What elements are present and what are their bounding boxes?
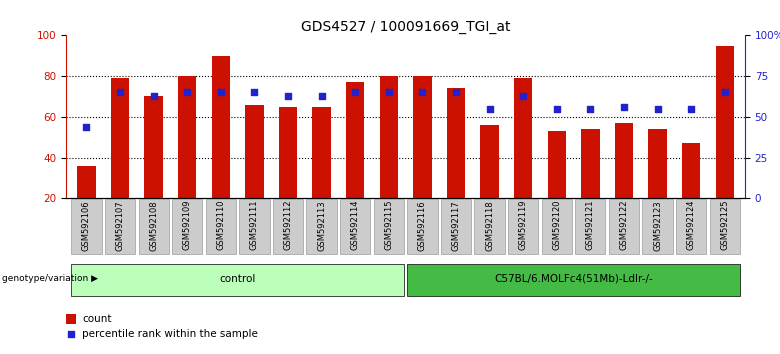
FancyBboxPatch shape — [307, 199, 337, 254]
Bar — [380, 76, 398, 198]
FancyBboxPatch shape — [407, 199, 438, 254]
Bar — [346, 82, 364, 198]
Bar — [211, 56, 230, 198]
Point — [450, 90, 463, 95]
Point — [349, 90, 361, 95]
Point — [181, 90, 193, 95]
Bar — [682, 143, 700, 198]
FancyBboxPatch shape — [71, 199, 101, 254]
Title: GDS4527 / 100091669_TGI_at: GDS4527 / 100091669_TGI_at — [301, 21, 510, 34]
Bar — [77, 166, 96, 198]
Point — [80, 124, 93, 130]
Text: C57BL/6.MOLFc4(51Mb)-Ldlr-/-: C57BL/6.MOLFc4(51Mb)-Ldlr-/- — [495, 274, 653, 284]
FancyBboxPatch shape — [676, 199, 706, 254]
Point — [382, 90, 395, 95]
Text: GSM592106: GSM592106 — [82, 200, 91, 251]
Point — [618, 104, 630, 110]
Bar — [312, 107, 331, 198]
Bar — [715, 46, 734, 198]
FancyBboxPatch shape — [172, 199, 202, 254]
Text: control: control — [219, 274, 256, 284]
Point — [147, 93, 160, 98]
Text: GSM592109: GSM592109 — [183, 200, 192, 250]
Bar — [548, 131, 566, 198]
FancyBboxPatch shape — [239, 199, 270, 254]
Text: GSM592125: GSM592125 — [720, 200, 729, 250]
Point — [215, 90, 227, 95]
Text: GSM592115: GSM592115 — [385, 200, 393, 250]
Point — [484, 106, 496, 112]
Text: GSM592119: GSM592119 — [519, 200, 528, 250]
Bar — [144, 96, 163, 198]
FancyBboxPatch shape — [441, 199, 471, 254]
Point — [685, 106, 697, 112]
FancyBboxPatch shape — [407, 264, 740, 296]
FancyBboxPatch shape — [541, 199, 572, 254]
FancyBboxPatch shape — [340, 199, 370, 254]
FancyBboxPatch shape — [273, 199, 303, 254]
FancyBboxPatch shape — [609, 199, 639, 254]
Point — [65, 331, 77, 336]
Bar — [245, 105, 264, 198]
Text: count: count — [82, 314, 112, 324]
FancyBboxPatch shape — [508, 199, 538, 254]
FancyBboxPatch shape — [139, 199, 168, 254]
Text: GSM592117: GSM592117 — [452, 200, 460, 251]
Text: GSM592111: GSM592111 — [250, 200, 259, 250]
FancyBboxPatch shape — [206, 199, 236, 254]
Bar — [615, 123, 633, 198]
Text: percentile rank within the sample: percentile rank within the sample — [82, 329, 258, 339]
Text: GSM592122: GSM592122 — [619, 200, 629, 250]
Text: genotype/variation ▶: genotype/variation ▶ — [2, 274, 98, 284]
Text: GSM592107: GSM592107 — [115, 200, 125, 251]
Bar — [111, 78, 129, 198]
Text: GSM592113: GSM592113 — [317, 200, 326, 251]
Point — [248, 90, 261, 95]
FancyBboxPatch shape — [575, 199, 605, 254]
FancyBboxPatch shape — [643, 199, 672, 254]
Text: GSM592116: GSM592116 — [418, 200, 427, 251]
Bar — [278, 107, 297, 198]
Bar — [648, 129, 667, 198]
Point — [315, 93, 328, 98]
Point — [417, 90, 429, 95]
Point — [517, 93, 530, 98]
Text: GSM592121: GSM592121 — [586, 200, 595, 250]
Point — [584, 106, 597, 112]
Text: GSM592118: GSM592118 — [485, 200, 494, 251]
Text: GSM592110: GSM592110 — [216, 200, 225, 250]
Point — [282, 93, 294, 98]
Text: GSM592108: GSM592108 — [149, 200, 158, 251]
Point — [651, 106, 664, 112]
FancyBboxPatch shape — [710, 199, 740, 254]
Text: GSM592114: GSM592114 — [351, 200, 360, 250]
Text: GSM592124: GSM592124 — [686, 200, 696, 250]
Text: GSM592120: GSM592120 — [552, 200, 562, 250]
FancyBboxPatch shape — [374, 199, 404, 254]
Point — [551, 106, 563, 112]
Bar — [447, 88, 465, 198]
Point — [718, 90, 731, 95]
Text: GSM592123: GSM592123 — [653, 200, 662, 251]
Text: GSM592112: GSM592112 — [283, 200, 292, 250]
Bar — [178, 76, 197, 198]
Bar — [413, 76, 431, 198]
FancyBboxPatch shape — [474, 199, 505, 254]
Bar — [66, 314, 76, 324]
Bar — [581, 129, 600, 198]
Point — [114, 90, 126, 95]
Bar — [514, 78, 533, 198]
FancyBboxPatch shape — [105, 199, 135, 254]
Bar — [480, 125, 499, 198]
FancyBboxPatch shape — [71, 264, 404, 296]
